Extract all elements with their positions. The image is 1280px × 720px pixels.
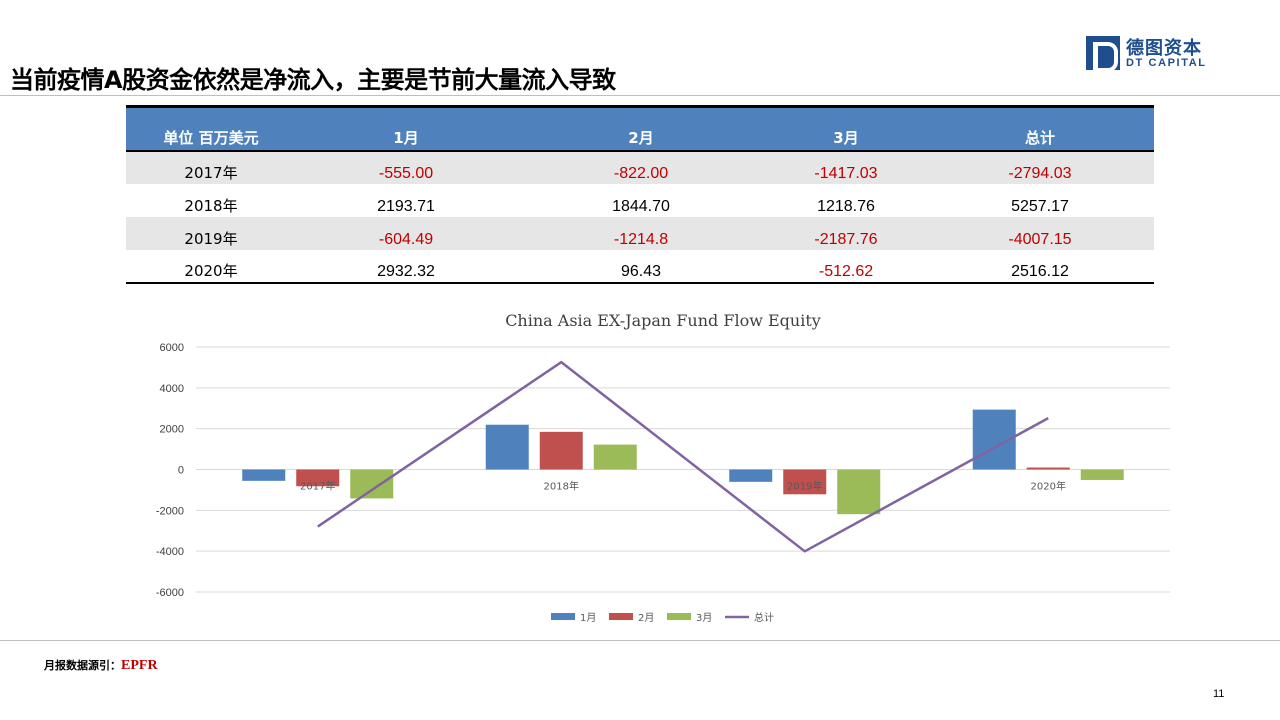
y-tick-label: -6000 (156, 587, 184, 599)
cell-total: -2794.03 (926, 150, 1154, 184)
bar-2月 (296, 469, 340, 487)
cell-mar: -1417.03 (766, 150, 926, 184)
logo-chinese-name: 德图资本 (1126, 38, 1202, 59)
x-category-label: 2019年 (787, 480, 822, 493)
bar-1月 (729, 469, 773, 482)
slide-title: 当前疫情A股资金依然是净流入，主要是节前大量流入导致 (10, 66, 616, 94)
y-tick-label: 6000 (160, 342, 184, 354)
source-note: 月报数据源引：EPFR (44, 657, 158, 674)
y-tick-label: 4000 (160, 383, 184, 395)
cell-jan: -604.49 (296, 216, 516, 250)
y-tick-label: 0 (178, 465, 184, 477)
bar-3月 (593, 444, 637, 470)
footer-divider (0, 640, 1280, 641)
bar-1月 (242, 469, 286, 481)
legend-swatch-2月 (609, 613, 633, 620)
legend-swatch-1月 (551, 613, 575, 620)
table-header-row: 单位 百万美元 1月 2月 3月 总计 (126, 105, 1154, 152)
cell-total: -4007.15 (926, 216, 1154, 250)
y-tick-label: -4000 (156, 546, 184, 558)
bar-2月 (783, 469, 827, 495)
cell-feb: 1844.70 (612, 197, 670, 215)
cell-jan: -555.00 (296, 150, 516, 184)
legend-label-1月: 1月 (580, 612, 596, 624)
logo-english-name: DT CAPITAL (1126, 57, 1207, 69)
cell-jan: 2932.32 (296, 249, 516, 284)
source-label: 月报数据源引： (44, 659, 121, 672)
legend-label-3月: 3月 (696, 612, 712, 624)
legend-label-总计: 总计 (754, 611, 774, 624)
title-divider (0, 95, 1280, 96)
x-category-label: 2018年 (544, 480, 579, 493)
row-year-cell: 2018年 (184, 196, 238, 215)
cell-mar: 1218.76 (817, 197, 875, 215)
cell-jan: 2193.71 (377, 197, 435, 215)
header-jan: 1月 (296, 105, 516, 152)
cell-feb: 96.43 (516, 249, 766, 284)
bar-1月 (485, 424, 529, 470)
bar-2月 (539, 431, 583, 470)
bar-3月 (1080, 469, 1124, 480)
source-name: EPFR (121, 658, 158, 673)
table-row: 2017年 -555.00 -822.00 -1417.03 -2794.03 (126, 150, 1154, 184)
row-year-cell: 2017年 (126, 150, 296, 184)
legend-label-2月: 2月 (638, 612, 654, 624)
header-feb: 2月 (516, 105, 766, 152)
fund-flow-chart: China Asia EX-Japan Fund Flow Equity 6000… (156, 311, 1170, 624)
row-year-cell: 2019年 (126, 216, 296, 250)
cell-feb: -1214.8 (516, 216, 766, 250)
x-category-label: 2017年 (300, 480, 335, 493)
cell-feb: -822.00 (516, 150, 766, 184)
bar-3月 (350, 469, 394, 499)
cell-total: 5257.17 (1011, 197, 1069, 215)
page-number: 11 (1213, 688, 1225, 700)
bar-2月 (1026, 467, 1070, 470)
cell-mar: -512.62 (766, 249, 926, 284)
row-year-cell: 2020年 (126, 249, 296, 284)
company-logo: 德图资本 DT CAPITAL (1086, 36, 1226, 72)
y-tick-label: 2000 (160, 424, 184, 436)
legend-swatch-3月 (667, 613, 691, 620)
fund-flow-table: 单位 百万美元 1月 2月 3月 总计 2017年 -555.00 -822.00-… (126, 105, 1154, 284)
cell-mar: -2187.76 (766, 216, 926, 250)
bar-3月 (837, 469, 881, 515)
table-row: 2018年 2193.71 1844.70 1218.76 5257.17 (126, 184, 1154, 217)
table-row: 2019年 -604.49 -1214.8 -2187.76 -4007.15 (126, 216, 1154, 250)
header-unit: 单位 百万美元 (126, 105, 296, 152)
y-tick-label: -2000 (156, 505, 184, 517)
table-row: 2020年 2932.32 96.43 -512.62 2516.12 (126, 249, 1154, 284)
header-mar: 3月 (766, 105, 926, 152)
chart-title: China Asia EX-Japan Fund Flow Equity (505, 311, 821, 330)
cell-total: 2516.12 (926, 249, 1154, 284)
line-total (317, 360, 1049, 553)
x-category-label: 2020年 (1031, 480, 1066, 493)
logo-d-icon (1086, 36, 1120, 72)
header-total: 总计 (926, 105, 1154, 152)
